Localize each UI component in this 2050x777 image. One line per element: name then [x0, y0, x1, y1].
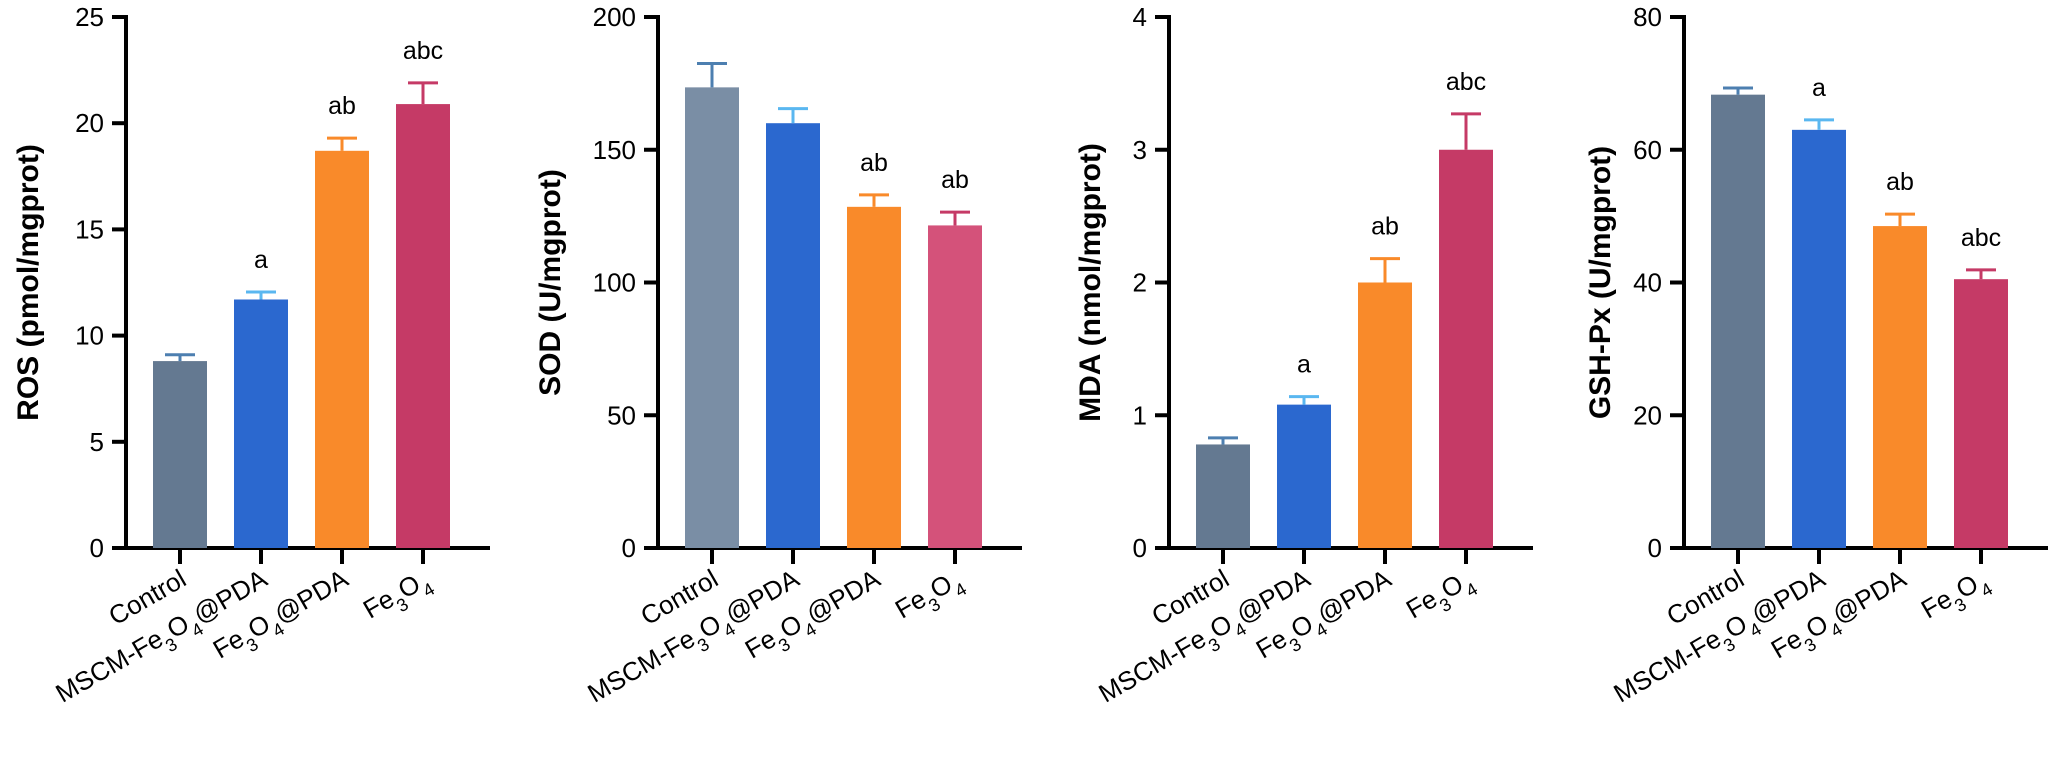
category-label: Fe3O4 [1401, 563, 1481, 631]
significance-label: ab [860, 149, 888, 177]
y-axis-label: MDA (nmol/mgprot) [1074, 143, 1107, 422]
category-label-part: Fe [358, 583, 399, 624]
y-tick-label: 0 [622, 533, 636, 563]
y-tick-label: 1 [1133, 400, 1147, 430]
category-label-part: MSCM-Fe [1608, 623, 1726, 708]
bar [1954, 279, 2008, 548]
y-tick-label: 0 [90, 533, 104, 563]
y-tick-label: 5 [90, 427, 104, 457]
y-tick-label: 200 [593, 2, 636, 32]
category-label: Fe3O4 [358, 563, 438, 631]
y-axis-label: ROS (pmol/mgprot) [12, 144, 45, 421]
significance-label: ab [328, 92, 356, 120]
y-tick-label: 0 [1648, 533, 1662, 563]
significance-label: a [1812, 74, 1826, 102]
y-axis-label: SOD (U/mgprot) [534, 169, 567, 396]
bar [153, 361, 207, 548]
y-tick-label: 3 [1133, 135, 1147, 165]
category-label-subscript: 4 [951, 579, 970, 601]
y-tick-label: 60 [1633, 135, 1662, 165]
category-label-part: Fe [1766, 623, 1807, 664]
category-label-part: Fe [208, 623, 249, 664]
y-tick-label: 15 [75, 214, 104, 244]
category-label-part: MSCM-Fe [582, 623, 700, 708]
category-label-subscript: 4 [1977, 579, 1996, 601]
y-tick-label: 2 [1133, 268, 1147, 298]
y-tick-label: 20 [1633, 400, 1662, 430]
bar [1439, 149, 1493, 548]
bar [1792, 129, 1846, 548]
category-label-part: MSCM-Fe [50, 623, 168, 708]
bar [234, 299, 288, 548]
category-label-subscript: 4 [419, 579, 438, 601]
bar [766, 123, 820, 548]
bar [685, 87, 739, 549]
category-label: Fe3O4 [1916, 563, 1996, 631]
category-label-part: @PDA [269, 563, 354, 629]
y-tick-label: 100 [593, 268, 636, 298]
bar [928, 225, 982, 549]
y-tick-label: 80 [1633, 2, 1662, 32]
significance-label: ab [941, 166, 969, 194]
significance-label: ab [1886, 168, 1914, 196]
bar [396, 104, 450, 549]
significance-label: abc [1961, 224, 2001, 252]
category-label-part: @PDA [801, 563, 886, 629]
y-tick-label: 40 [1633, 268, 1662, 298]
bar [1873, 226, 1927, 549]
category-label: Fe3O4 [890, 563, 970, 631]
y-tick-label: 4 [1133, 2, 1147, 32]
y-tick-label: 25 [75, 2, 104, 32]
category-label-part: Fe [890, 583, 931, 624]
bar [1711, 94, 1765, 548]
significance-label: a [254, 246, 268, 274]
significance-label: a [1297, 351, 1311, 379]
category-label-part: @PDA [1312, 563, 1397, 629]
bar [1196, 444, 1250, 548]
y-tick-label: 20 [75, 108, 104, 138]
category-label-part: Fe [1916, 583, 1957, 624]
y-axis-label: GSH-Px (U/mgprot) [1584, 146, 1617, 419]
category-label-part: Fe [740, 623, 781, 664]
category-label-part: MSCM-Fe [1093, 623, 1211, 708]
y-tick-label: 10 [75, 321, 104, 351]
y-tick-label: 0 [1133, 533, 1147, 563]
y-tick-label: 50 [607, 400, 636, 430]
category-label-part: Fe [1401, 583, 1442, 624]
category-label-part: @PDA [1827, 563, 1912, 629]
bar [315, 150, 369, 548]
bar [847, 206, 901, 548]
category-label-part: Fe [1251, 623, 1292, 664]
bar [1358, 282, 1412, 548]
y-tick-label: 150 [593, 135, 636, 165]
bar [1277, 404, 1331, 548]
significance-label: abc [403, 37, 443, 65]
category-label-subscript: 4 [1462, 579, 1481, 601]
significance-label: abc [1446, 68, 1486, 96]
significance-label: ab [1371, 213, 1399, 241]
